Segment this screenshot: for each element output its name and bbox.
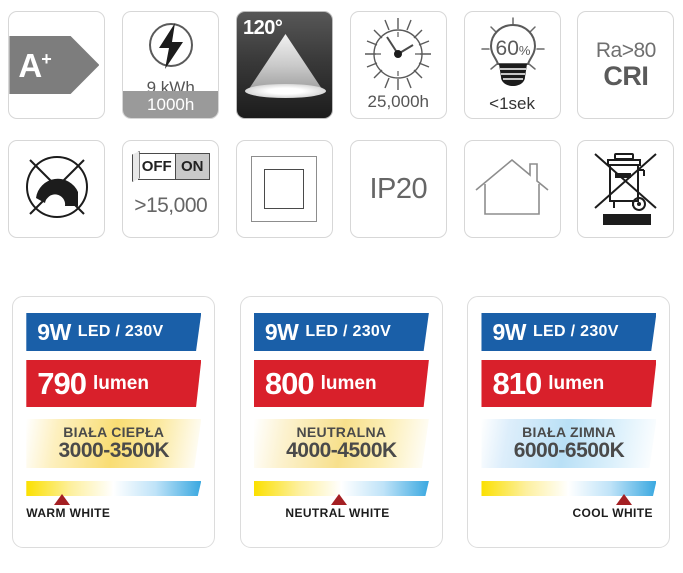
power-banner: 9W LED / 230V (481, 313, 657, 351)
energy-class-arrow-icon: A+ (9, 36, 100, 94)
cct-caption: COOL WHITE (572, 506, 653, 520)
cct-scale: WARM WHITE (26, 481, 202, 523)
toggle-switch-icon: OFF ON (131, 151, 210, 183)
lifetime-tile: 25,000h (349, 11, 447, 119)
cct-name: BIAŁA ZIMNA (522, 423, 616, 440)
cct-name: NEUTRALNA (296, 423, 387, 440)
spec-icon-grid: A+ 9 kWh 1000h (0, 0, 683, 248)
icon-cell-beam-angle: 120° (228, 0, 342, 130)
lumen-banner: 810 lumen (481, 360, 657, 407)
beam-angle-tile: 120° (235, 11, 333, 119)
icon-cell-energy-consumption: 9 kWh 1000h (114, 0, 228, 130)
cri-label: CRI (603, 60, 649, 91)
beam-angle-value: 120° (242, 17, 283, 39)
ingress-protection-value: IP20 (369, 172, 428, 205)
cct-marker-icon (54, 494, 71, 505)
cct-kelvin-range: 6000-6500K (513, 439, 625, 463)
icon-cell-lifetime: 25,000h (341, 0, 455, 130)
cct-band: BIAŁA ZIMNA 6000-6500K (481, 419, 657, 468)
switching-cycles-value: >15,000 (134, 194, 208, 217)
cct-gradient-bar (481, 481, 657, 496)
lightning-bolt-icon (145, 19, 197, 76)
icon-cell-protection-class (228, 130, 342, 248)
lumen-banner: 790 lumen (26, 360, 202, 407)
card-slot-cool: 9W LED / 230V 810 lumen BIAŁA ZIMNA 6000… (455, 296, 683, 548)
lumen-unit: lumen (320, 372, 377, 394)
lumen-unit: lumen (548, 372, 605, 394)
cct-scale: NEUTRAL WHITE (253, 481, 429, 523)
icon-cell-weee (569, 130, 683, 248)
class-ii-double-square-icon (251, 156, 318, 222)
cct-band: BIAŁA CIEPŁA 3000-3500K (26, 419, 202, 468)
icon-row-1: A+ 9 kWh 1000h (0, 0, 683, 130)
lifetime-hours-bar: 1000h (123, 91, 219, 118)
beam-graphic-icon (237, 12, 332, 118)
lumen-value: 810 (492, 365, 542, 401)
warmup-time-tile: 60% <1sek (463, 11, 561, 119)
cct-kelvin-range: 4000-4500K (286, 439, 397, 463)
svg-text:60%: 60% (495, 37, 530, 60)
lumen-banner: 800 lumen (253, 360, 429, 407)
non-dimmable-tile (8, 140, 106, 238)
clock-rays-icon (358, 17, 438, 96)
icon-cell-switching-cycles: OFF ON >15,000 (114, 130, 228, 248)
cct-caption: WARM WHITE (26, 506, 111, 520)
card-slot-warm: 9W LED / 230V 790 lumen BIAŁA CIEPŁA 300… (0, 296, 228, 548)
ingress-protection-tile: IP20 (349, 140, 447, 238)
energy-class-tile: A+ (8, 11, 106, 119)
wattage-value: 9W (37, 318, 71, 345)
cct-marker-icon (616, 494, 633, 505)
lumen-unit: lumen (93, 372, 149, 394)
warmup-time-value: <1sek (489, 94, 535, 113)
cct-caption: NEUTRAL WHITE (285, 506, 390, 520)
power-banner: 9W LED / 230V (253, 313, 429, 351)
switching-cycles-tile: OFF ON >15,000 (122, 140, 220, 238)
card-slot-neutral: 9W LED / 230V 800 lumen NEUTRALNA 4000-4… (228, 296, 456, 548)
protection-class-tile (235, 140, 333, 238)
power-banner: 9W LED / 230V (26, 313, 202, 351)
icon-cell-indoor-use (455, 130, 569, 248)
lifetime-value: 25,000h (367, 92, 429, 111)
led-card-cool-white[interactable]: 9W LED / 230V 810 lumen BIAŁA ZIMNA 6000… (467, 296, 671, 548)
cct-gradient-bar (26, 481, 202, 496)
non-dimmable-icon (18, 148, 96, 231)
energy-class-label: A+ (18, 46, 51, 84)
energy-class-arrow-wrap: A+ (9, 36, 104, 94)
energy-consumption-tile: 9 kWh 1000h (122, 11, 220, 119)
led-voltage-label: LED / 230V (77, 323, 164, 340)
cct-gradient-bar (253, 481, 429, 496)
house-icon (473, 156, 551, 223)
icon-cell-non-dimmable (0, 130, 114, 248)
color-rendering-tile: Ra>80 CRI (577, 11, 675, 119)
led-variant-cards: 9W LED / 230V 790 lumen BIAŁA CIEPŁA 300… (0, 296, 683, 548)
cct-band: NEUTRALNA 4000-4500K (253, 419, 429, 468)
indoor-use-tile (463, 140, 561, 238)
switch-on-label: ON (180, 158, 204, 175)
cri-ra-value: Ra>80 (595, 38, 656, 62)
led-voltage-label: LED / 230V (305, 323, 392, 340)
led-voltage-label: LED / 230V (532, 323, 619, 340)
light-bulb-icon: 60% (476, 16, 551, 96)
weee-tile (577, 140, 675, 238)
led-card-neutral-white[interactable]: 9W LED / 230V 800 lumen NEUTRALNA 4000-4… (239, 296, 443, 548)
icon-cell-warmup-time: 60% <1sek (455, 0, 569, 130)
crossed-out-wheelie-bin-icon (586, 146, 666, 233)
icon-row-2: OFF ON >15,000 IP20 (0, 130, 683, 248)
wattage-value: 9W (264, 318, 299, 345)
lumen-value: 790 (37, 365, 87, 401)
icon-cell-color-rendering: Ra>80 CRI (569, 0, 683, 130)
cct-scale: COOL WHITE (481, 481, 657, 523)
wattage-value: 9W (492, 318, 526, 345)
icon-cell-energy-class: A+ (0, 0, 114, 130)
cct-name: BIAŁA CIEPŁA (63, 423, 165, 440)
icon-cell-ingress-protection: IP20 (341, 130, 455, 248)
cct-kelvin-range: 3000-3500K (58, 439, 170, 463)
lumen-value: 800 (264, 365, 315, 401)
led-card-warm-white[interactable]: 9W LED / 230V 790 lumen BIAŁA CIEPŁA 300… (12, 296, 216, 548)
cct-marker-icon (330, 494, 347, 505)
switch-off-label: OFF (138, 154, 176, 179)
